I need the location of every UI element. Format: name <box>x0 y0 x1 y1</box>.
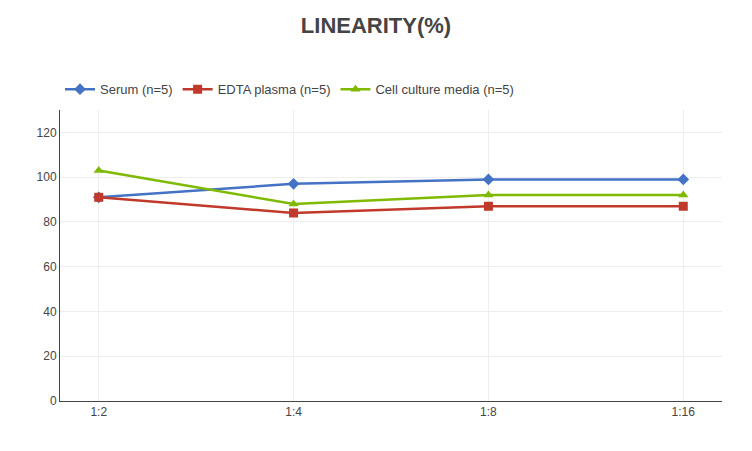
svg-text:40: 40 <box>43 305 57 319</box>
svg-text:EDTA plasma (n=5): EDTA plasma (n=5) <box>218 82 331 97</box>
svg-text:60: 60 <box>43 260 57 274</box>
svg-text:1:8: 1:8 <box>480 405 497 419</box>
svg-text:Cell culture media (n=5): Cell culture media (n=5) <box>375 82 513 97</box>
svg-text:0: 0 <box>50 394 57 408</box>
svg-text:100: 100 <box>37 170 57 184</box>
svg-text:1:2: 1:2 <box>90 405 107 419</box>
svg-text:Serum (n=5): Serum (n=5) <box>100 82 173 97</box>
svg-text:1:16: 1:16 <box>672 405 696 419</box>
svg-text:LINEARITY(%): LINEARITY(%) <box>301 13 451 38</box>
svg-text:20: 20 <box>43 349 57 363</box>
svg-text:80: 80 <box>43 215 57 229</box>
svg-text:1:4: 1:4 <box>285 405 302 419</box>
svg-text:120: 120 <box>37 126 57 140</box>
